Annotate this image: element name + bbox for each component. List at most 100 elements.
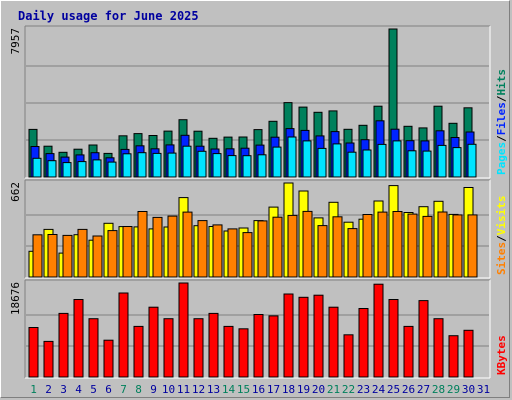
- bar-kbytes-day-22: [343, 334, 354, 378]
- bar-pages-day-8: [137, 152, 147, 178]
- bar-pages-day-13: [212, 153, 222, 178]
- x-tick-label: 28: [432, 383, 445, 396]
- legend-visits-sites: Sites/Visits: [495, 196, 508, 276]
- bar-kbytes-day-2: [43, 340, 54, 378]
- legend-entry: Files: [495, 102, 508, 135]
- x-tick-label: 6: [105, 383, 112, 396]
- bar-kbytes-day-13: [208, 312, 219, 378]
- bar-kbytes-day-8: [133, 325, 144, 378]
- x-tick-label: 21: [327, 383, 340, 396]
- bar-pages-day-26: [407, 150, 417, 178]
- bar-pages-day-21: [332, 143, 342, 178]
- bar-pages-day-14: [227, 155, 237, 178]
- x-tick-label: 7: [120, 383, 127, 396]
- bar-kbytes-day-30: [463, 329, 474, 378]
- bar-kbytes-day-25: [388, 299, 399, 378]
- bar-sites-day-3: [62, 234, 73, 278]
- bar-pages-day-3: [62, 162, 72, 178]
- bar-pages-day-22: [347, 151, 357, 178]
- x-tick-label: 18: [282, 383, 295, 396]
- x-tick-label: 26: [402, 383, 415, 396]
- x-tick-label: 30: [462, 383, 475, 396]
- y-max-label: 7957: [9, 28, 22, 55]
- bar-kbytes-day-9: [148, 306, 159, 378]
- bar-kbytes-day-23: [358, 308, 369, 378]
- bar-sites-day-7: [122, 226, 133, 278]
- y-max-label: 662: [9, 182, 22, 202]
- x-tick-label: 13: [207, 383, 220, 396]
- legend-entry: /: [495, 235, 508, 242]
- bar-sites-day-4: [77, 228, 88, 278]
- bar-sites-day-13: [212, 224, 223, 278]
- bar-pages-day-6: [107, 161, 117, 178]
- bar-kbytes-day-17: [268, 315, 279, 378]
- x-tick-label: 1: [30, 383, 37, 396]
- bar-pages-day-15: [242, 155, 252, 178]
- bar-kbytes-day-27: [418, 300, 429, 378]
- bar-sites-day-29: [452, 214, 463, 278]
- x-tick-label: 27: [417, 383, 430, 396]
- x-tick-label: 3: [60, 383, 67, 396]
- bar-sites-day-20: [317, 225, 328, 278]
- legend-entry: /: [495, 95, 508, 102]
- bar-pages-day-5: [92, 159, 102, 178]
- x-tick-label: 20: [312, 383, 325, 396]
- bar-pages-day-27: [422, 150, 432, 178]
- bar-sites-day-10: [167, 215, 178, 278]
- x-tick-label: 23: [357, 383, 370, 396]
- bar-sites-day-6: [107, 230, 118, 278]
- bar-pages-day-29: [452, 147, 462, 178]
- bar-sites-day-30: [467, 214, 478, 278]
- bar-kbytes-day-10: [163, 318, 174, 378]
- bar-kbytes-day-4: [73, 299, 84, 378]
- bar-kbytes-day-28: [433, 318, 444, 378]
- bar-pages-day-4: [77, 161, 87, 178]
- bar-sites-day-24: [377, 211, 388, 278]
- bar-pages-day-16: [257, 154, 267, 178]
- legend-entry: Sites: [495, 242, 508, 275]
- bar-kbytes-day-15: [238, 328, 249, 378]
- bar-kbytes-day-20: [313, 294, 324, 378]
- bar-kbytes-day-24: [373, 283, 384, 378]
- bar-pages-day-25: [392, 140, 402, 178]
- bar-kbytes-day-26: [403, 325, 414, 378]
- bar-pages-day-17: [272, 146, 282, 178]
- legend-entry: KBytes: [495, 335, 508, 375]
- bar-sites-day-25: [392, 211, 403, 278]
- x-tick-label: 2: [45, 383, 52, 396]
- bar-sites-day-16: [257, 220, 268, 278]
- bar-sites-day-5: [92, 235, 103, 278]
- bar-sites-day-9: [152, 216, 163, 278]
- bar-pages-day-9: [152, 152, 162, 178]
- bar-pages-day-2: [47, 160, 57, 178]
- bar-sites-day-14: [227, 228, 238, 278]
- bar-kbytes-day-6: [103, 339, 114, 378]
- bar-sites-day-1: [32, 234, 43, 278]
- bar-pages-day-7: [122, 153, 132, 178]
- bar-kbytes-day-29: [448, 335, 459, 378]
- x-tick-label: 4: [75, 383, 82, 396]
- bar-kbytes-day-5: [88, 318, 99, 378]
- bar-sites-day-27: [422, 215, 433, 278]
- x-tick-label: 29: [447, 383, 460, 396]
- y-max-label: 18676: [9, 282, 22, 315]
- x-tick-label: 10: [162, 383, 175, 396]
- legend-kbytes: KBytes: [495, 335, 508, 375]
- panel-kbytes: 18676 KBytes: [9, 279, 508, 379]
- bar-kbytes-day-21: [328, 306, 339, 378]
- x-tick-label: 25: [387, 383, 400, 396]
- bar-sites-day-26: [407, 213, 418, 278]
- bar-kbytes-day-1: [28, 327, 39, 378]
- bar-kbytes-day-16: [253, 314, 264, 378]
- bar-pages-day-28: [437, 144, 447, 178]
- bar-pages-day-24: [377, 143, 387, 178]
- bar-kbytes-day-3: [58, 312, 69, 378]
- bar-pages-day-19: [302, 140, 312, 178]
- bar-sites-day-28: [437, 211, 448, 278]
- bar-sites-day-18: [287, 214, 298, 278]
- bar-kbytes-day-7: [118, 292, 129, 378]
- bar-kbytes-day-18: [283, 293, 294, 378]
- chart-title: Daily usage for June 2025: [18, 9, 199, 23]
